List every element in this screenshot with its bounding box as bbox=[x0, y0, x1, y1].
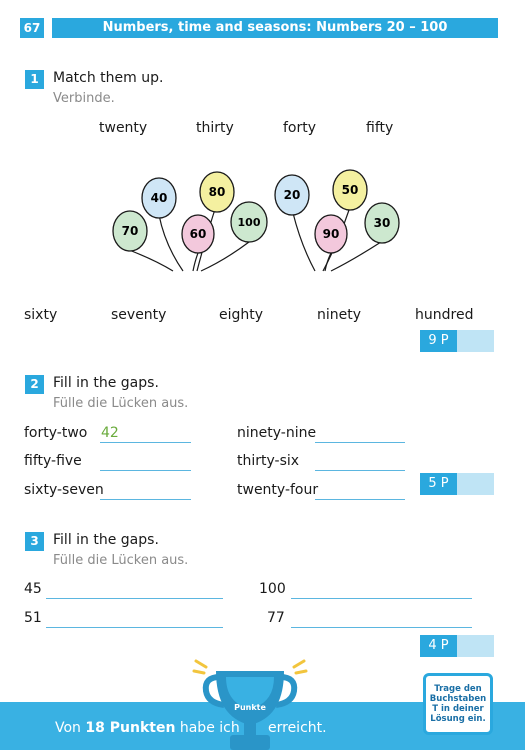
balloon-right-90: 90 bbox=[314, 214, 348, 254]
exercise-2-score-label: 5 P bbox=[420, 473, 457, 495]
sequence-input-45[interactable] bbox=[46, 598, 223, 599]
exercise-3-score: 4 P bbox=[420, 635, 494, 657]
page-title: Numbers, time and seasons: Numbers 20 – … bbox=[52, 18, 498, 38]
gap-input-twenty-four[interactable] bbox=[315, 499, 405, 500]
sequence-input-77[interactable] bbox=[291, 627, 472, 628]
word-seventy: seventy bbox=[111, 307, 167, 323]
exercise-2-number: 2 bbox=[25, 375, 44, 394]
gap-input-fifty-five[interactable] bbox=[100, 470, 191, 471]
exercise-3-subtitle: Fülle die Lücken aus. bbox=[53, 553, 189, 568]
sequence-start-51: 51 bbox=[24, 610, 42, 626]
sequence-start-45: 45 bbox=[24, 581, 42, 597]
footer-score-prefix: Von 18 Punkten habe ich bbox=[55, 720, 240, 736]
exercise-2-score: 5 P bbox=[420, 473, 494, 495]
sequence-start-100: 100 bbox=[259, 581, 286, 597]
gap-input-sixty-seven[interactable] bbox=[100, 499, 191, 500]
word-eighty: eighty bbox=[219, 307, 264, 323]
gap-input-thirty-six[interactable] bbox=[315, 470, 405, 471]
footer-score-suffix: erreicht. bbox=[268, 720, 327, 736]
hint-text: Trage den Buchstaben T in deiner Lösung … bbox=[429, 684, 487, 724]
exercise-1-title: Match them up. bbox=[53, 70, 164, 86]
trophy-icon: Punkte bbox=[192, 659, 308, 750]
word-forty: forty bbox=[283, 120, 317, 136]
svg-text:30: 30 bbox=[374, 216, 391, 230]
svg-text:20: 20 bbox=[284, 188, 301, 202]
gap-label-ninety-nine: ninety-nine bbox=[237, 425, 317, 441]
word-hundred: hundred bbox=[415, 307, 474, 323]
exercise-1-number: 1 bbox=[25, 70, 44, 89]
balloon-right-50: 50 bbox=[332, 169, 368, 211]
hint-box: Trage den Buchstaben T in deiner Lösung … bbox=[423, 673, 493, 735]
balloons-illustration: 40 80 70 60 100 20 50 90 30 bbox=[112, 169, 400, 272]
trophy-label: Punkte bbox=[234, 703, 266, 712]
word-ninety: ninety bbox=[317, 307, 362, 323]
sequence-input-100[interactable] bbox=[291, 598, 472, 599]
sequence-input-51[interactable] bbox=[46, 627, 223, 628]
gap-label-sixty-seven: sixty-seven bbox=[24, 482, 104, 498]
gap-label-thirty-six: thirty-six bbox=[237, 453, 300, 469]
exercise-3-title: Fill in the gaps. bbox=[53, 532, 159, 548]
word-sixty: sixty bbox=[24, 307, 58, 323]
exercise-3-number: 3 bbox=[25, 532, 44, 551]
svg-text:50: 50 bbox=[342, 183, 359, 197]
gap-label-forty-two: forty-two bbox=[24, 425, 88, 441]
balloon-left-60: 60 bbox=[181, 214, 215, 254]
word-thirty: thirty bbox=[196, 120, 234, 136]
svg-text:100: 100 bbox=[238, 216, 261, 229]
footer-points-total: 18 Punkten bbox=[85, 720, 176, 736]
word-fifty: fifty bbox=[366, 120, 394, 136]
exercise-2-subtitle: Fülle die Lücken aus. bbox=[53, 396, 189, 411]
balloon-left-100: 100 bbox=[230, 201, 268, 243]
gap-answer-forty-two: 42 bbox=[101, 425, 119, 441]
svg-text:80: 80 bbox=[209, 185, 226, 199]
gap-label-twenty-four: twenty-four bbox=[237, 482, 319, 498]
gap-label-fifty-five: fifty-five bbox=[24, 453, 82, 469]
exercise-1-subtitle: Verbinde. bbox=[53, 91, 115, 106]
svg-text:90: 90 bbox=[323, 227, 340, 241]
exercise-1-score-label: 9 P bbox=[420, 330, 457, 352]
svg-text:60: 60 bbox=[190, 227, 207, 241]
balloon-right-20: 20 bbox=[274, 174, 310, 216]
balloon-right-30: 30 bbox=[364, 202, 400, 244]
sequence-start-77: 77 bbox=[267, 610, 285, 626]
page-number: 67 bbox=[20, 18, 44, 38]
svg-text:70: 70 bbox=[122, 224, 139, 238]
gap-input-forty-two[interactable] bbox=[100, 442, 191, 443]
gap-input-ninety-nine[interactable] bbox=[315, 442, 405, 443]
exercise-2-title: Fill in the gaps. bbox=[53, 375, 159, 391]
balloon-left-70: 70 bbox=[112, 210, 148, 252]
exercise-3-score-label: 4 P bbox=[420, 635, 457, 657]
svg-text:40: 40 bbox=[151, 191, 168, 205]
exercise-1-score: 9 P bbox=[420, 330, 494, 352]
balloon-left-40: 40 bbox=[141, 177, 177, 219]
word-twenty: twenty bbox=[99, 120, 148, 136]
balloon-left-80: 80 bbox=[199, 171, 235, 213]
